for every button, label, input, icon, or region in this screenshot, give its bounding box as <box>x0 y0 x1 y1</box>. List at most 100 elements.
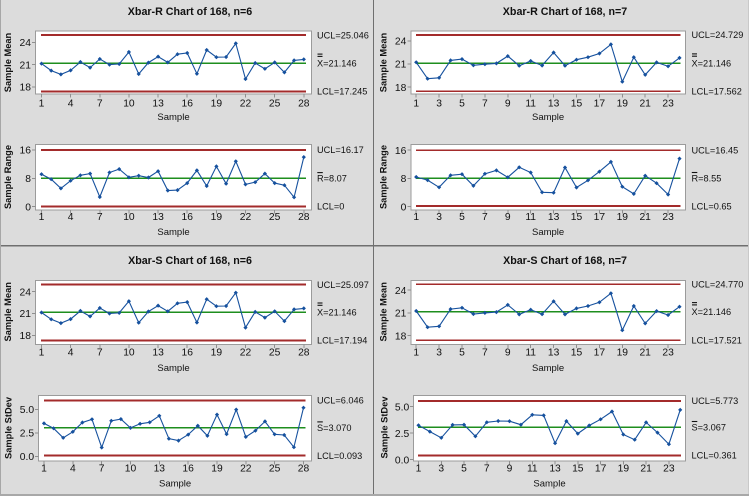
svg-text:16: 16 <box>181 348 193 359</box>
svg-text:18: 18 <box>20 331 32 342</box>
svg-text:25: 25 <box>269 348 281 359</box>
svg-text:13: 13 <box>548 348 560 359</box>
svg-text:2.5: 2.5 <box>395 429 410 440</box>
svg-text:4: 4 <box>68 348 74 359</box>
svg-text:15: 15 <box>571 348 583 359</box>
svg-text:Sample: Sample <box>157 227 189 238</box>
svg-text:Sample Mean: Sample Mean <box>379 282 389 342</box>
svg-text:19: 19 <box>617 98 629 109</box>
svg-text:Sample: Sample <box>533 479 565 490</box>
svg-text:28: 28 <box>298 463 310 474</box>
svg-text:13: 13 <box>152 212 164 223</box>
svg-text:Sample StDev: Sample StDev <box>4 396 14 459</box>
svg-text:UCL=25.097: UCL=25.097 <box>317 280 369 290</box>
svg-text:16: 16 <box>182 463 194 474</box>
svg-text:3: 3 <box>436 348 442 359</box>
svg-text:7: 7 <box>97 98 103 109</box>
svg-text:UCL=24.729: UCL=24.729 <box>692 30 744 40</box>
svg-text:7: 7 <box>97 348 103 359</box>
svg-text:22: 22 <box>240 212 252 223</box>
svg-text:0.0: 0.0 <box>395 455 410 466</box>
svg-text:13: 13 <box>152 348 164 359</box>
svg-text:25: 25 <box>269 212 281 223</box>
svg-text:4: 4 <box>68 98 74 109</box>
svg-text:UCL=5.773: UCL=5.773 <box>692 396 739 406</box>
svg-text:Xbar-R Chart of 168, n=7: Xbar-R Chart of 168, n=7 <box>503 6 627 18</box>
svg-text:Sample: Sample <box>532 112 564 123</box>
svg-text:10: 10 <box>123 98 135 109</box>
svg-text:Sample Range: Sample Range <box>3 145 13 209</box>
svg-text:19: 19 <box>211 463 223 474</box>
svg-text:S=3.070: S=3.070 <box>317 423 352 433</box>
svg-text:3: 3 <box>436 212 442 223</box>
svg-text:19: 19 <box>211 212 223 223</box>
svg-text:13: 13 <box>549 463 561 474</box>
svg-text:19: 19 <box>211 98 223 109</box>
svg-text:16: 16 <box>181 98 193 109</box>
svg-text:24: 24 <box>20 287 32 298</box>
svg-text:5: 5 <box>459 212 465 223</box>
svg-text:5: 5 <box>459 98 465 109</box>
svg-text:X=21.146: X=21.146 <box>317 308 357 318</box>
svg-text:25: 25 <box>269 98 281 109</box>
svg-text:17: 17 <box>594 212 606 223</box>
svg-text:Sample: Sample <box>532 363 564 374</box>
svg-text:LCL=0.65: LCL=0.65 <box>692 201 732 211</box>
svg-text:Sample Mean: Sample Mean <box>3 32 13 92</box>
svg-text:2.5: 2.5 <box>20 429 35 440</box>
svg-text:28: 28 <box>298 98 310 109</box>
svg-text:21: 21 <box>640 463 652 474</box>
svg-text:28: 28 <box>298 348 310 359</box>
svg-text:18: 18 <box>395 83 407 94</box>
svg-text:22: 22 <box>240 98 252 109</box>
svg-text:15: 15 <box>572 463 584 474</box>
svg-text:21: 21 <box>639 98 651 109</box>
svg-text:Sample: Sample <box>157 112 189 123</box>
svg-text:15: 15 <box>571 98 583 109</box>
svg-text:9: 9 <box>505 212 511 223</box>
svg-text:5: 5 <box>459 348 465 359</box>
svg-text:10: 10 <box>123 212 135 223</box>
svg-text:19: 19 <box>211 348 223 359</box>
svg-text:5.0: 5.0 <box>395 402 410 413</box>
svg-text:22: 22 <box>240 463 252 474</box>
svg-text:S=3.067: S=3.067 <box>692 423 727 433</box>
svg-text:1: 1 <box>416 463 422 474</box>
svg-text:16: 16 <box>395 146 407 157</box>
svg-text:23: 23 <box>663 463 675 474</box>
svg-text:28: 28 <box>298 212 310 223</box>
svg-text:5: 5 <box>461 463 467 474</box>
svg-text:16: 16 <box>181 212 193 223</box>
svg-text:UCL=6.046: UCL=6.046 <box>317 396 364 406</box>
svg-text:LCL=0.093: LCL=0.093 <box>317 451 362 461</box>
svg-text:15: 15 <box>571 212 583 223</box>
svg-text:9: 9 <box>505 98 511 109</box>
svg-text:21: 21 <box>639 348 651 359</box>
svg-text:19: 19 <box>618 463 630 474</box>
svg-text:7: 7 <box>482 348 488 359</box>
svg-text:LCL=17.521: LCL=17.521 <box>692 336 742 346</box>
svg-text:Sample: Sample <box>159 479 191 490</box>
svg-text:Sample: Sample <box>532 227 564 238</box>
svg-text:4: 4 <box>68 212 74 223</box>
svg-text:X=21.146: X=21.146 <box>692 307 732 317</box>
svg-text:17: 17 <box>595 463 607 474</box>
svg-text:23: 23 <box>662 98 674 109</box>
svg-text:21: 21 <box>20 309 32 320</box>
svg-text:Sample Range: Sample Range <box>379 145 389 209</box>
svg-text:X=21.146: X=21.146 <box>317 59 357 69</box>
svg-text:0: 0 <box>25 202 31 213</box>
svg-text:Xbar-R Chart of 168, n=6: Xbar-R Chart of 168, n=6 <box>128 6 252 18</box>
svg-text:8: 8 <box>25 174 31 185</box>
svg-text:19: 19 <box>617 212 629 223</box>
svg-text:Xbar-S Chart of 168, n=6: Xbar-S Chart of 168, n=6 <box>128 255 252 267</box>
svg-text:24: 24 <box>20 38 32 49</box>
svg-text:1: 1 <box>39 98 45 109</box>
svg-text:7: 7 <box>99 463 105 474</box>
svg-text:18: 18 <box>395 331 407 342</box>
svg-text:Sample StDev: Sample StDev <box>380 396 390 459</box>
svg-text:4: 4 <box>70 463 76 474</box>
svg-text:17: 17 <box>594 98 606 109</box>
svg-text:Xbar-S Chart of 168, n=7: Xbar-S Chart of 168, n=7 <box>503 255 627 267</box>
svg-text:11: 11 <box>527 463 538 474</box>
